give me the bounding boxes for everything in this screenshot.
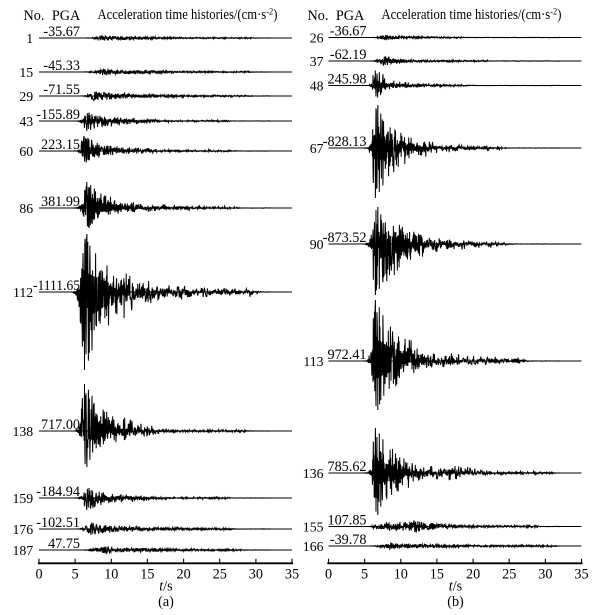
svg-text:717.00: 717.00 bbox=[41, 417, 80, 433]
svg-text:47.75: 47.75 bbox=[48, 536, 80, 552]
svg-text:90: 90 bbox=[310, 237, 324, 252]
svg-text:187: 187 bbox=[12, 543, 33, 558]
svg-text:(b): (b) bbox=[447, 594, 464, 610]
svg-text:26: 26 bbox=[310, 31, 324, 46]
svg-text:Acceleration time histories/(c: Acceleration time histories/(cm·s-2) bbox=[382, 7, 562, 23]
svg-text:-1111.65: -1111.65 bbox=[33, 278, 80, 294]
svg-text:(a): (a) bbox=[158, 594, 174, 610]
svg-text:20: 20 bbox=[177, 567, 191, 583]
svg-text:43: 43 bbox=[19, 114, 33, 129]
svg-text:PGA: PGA bbox=[336, 8, 365, 24]
svg-text:381.99: 381.99 bbox=[41, 194, 80, 210]
svg-text:35: 35 bbox=[285, 567, 299, 583]
svg-text:29: 29 bbox=[19, 89, 33, 104]
svg-text:25: 25 bbox=[213, 567, 227, 583]
svg-text:10: 10 bbox=[394, 567, 408, 583]
svg-text:176: 176 bbox=[12, 522, 33, 537]
svg-text:Acceleration time histories/(c: Acceleration time histories/(cm·s-2) bbox=[98, 7, 278, 23]
svg-text:15: 15 bbox=[430, 567, 444, 583]
svg-text:-102.51: -102.51 bbox=[36, 515, 80, 531]
svg-text:15: 15 bbox=[19, 65, 33, 80]
svg-text:30: 30 bbox=[538, 567, 552, 583]
svg-text:37: 37 bbox=[310, 54, 324, 69]
svg-text:PGA: PGA bbox=[52, 8, 81, 24]
svg-text:No.: No. bbox=[24, 8, 45, 24]
svg-text:166: 166 bbox=[303, 539, 324, 554]
svg-text:-828.13: -828.13 bbox=[323, 134, 367, 150]
svg-text:60: 60 bbox=[19, 144, 33, 159]
svg-text:86: 86 bbox=[19, 201, 33, 216]
svg-text:-36.67: -36.67 bbox=[330, 24, 367, 40]
svg-text:155: 155 bbox=[303, 520, 324, 535]
svg-text:0: 0 bbox=[35, 567, 42, 583]
svg-text:t/s: t/s bbox=[449, 579, 463, 595]
svg-text:-45.33: -45.33 bbox=[43, 58, 80, 74]
svg-text:-184.94: -184.94 bbox=[36, 484, 80, 500]
svg-text:-39.78: -39.78 bbox=[330, 532, 367, 548]
svg-text:159: 159 bbox=[12, 491, 33, 506]
svg-text:113: 113 bbox=[303, 354, 323, 369]
svg-text:48: 48 bbox=[310, 79, 324, 94]
svg-text:-71.55: -71.55 bbox=[43, 82, 80, 98]
svg-text:t/s: t/s bbox=[159, 579, 173, 595]
svg-text:1: 1 bbox=[26, 31, 33, 46]
svg-text:30: 30 bbox=[249, 567, 263, 583]
svg-text:No.: No. bbox=[308, 8, 329, 24]
svg-text:107.85: 107.85 bbox=[327, 513, 366, 529]
svg-text:785.62: 785.62 bbox=[327, 459, 366, 475]
svg-text:25: 25 bbox=[502, 567, 516, 583]
svg-text:-155.89: -155.89 bbox=[36, 107, 80, 123]
svg-text:5: 5 bbox=[361, 567, 368, 583]
svg-text:136: 136 bbox=[303, 466, 324, 481]
svg-text:245.98: 245.98 bbox=[327, 72, 366, 88]
svg-text:5: 5 bbox=[72, 567, 79, 583]
svg-text:-35.67: -35.67 bbox=[43, 24, 80, 40]
svg-text:0: 0 bbox=[325, 567, 332, 583]
svg-text:35: 35 bbox=[574, 567, 588, 583]
svg-text:-62.19: -62.19 bbox=[330, 47, 367, 63]
svg-text:223.15: 223.15 bbox=[41, 137, 80, 153]
svg-text:20: 20 bbox=[466, 567, 480, 583]
svg-text:972.41: 972.41 bbox=[327, 347, 366, 363]
svg-text:112: 112 bbox=[13, 285, 33, 300]
svg-text:15: 15 bbox=[140, 567, 154, 583]
svg-text:67: 67 bbox=[310, 141, 324, 156]
svg-text:-873.52: -873.52 bbox=[323, 230, 367, 246]
svg-text:138: 138 bbox=[12, 424, 33, 439]
svg-text:10: 10 bbox=[104, 567, 118, 583]
